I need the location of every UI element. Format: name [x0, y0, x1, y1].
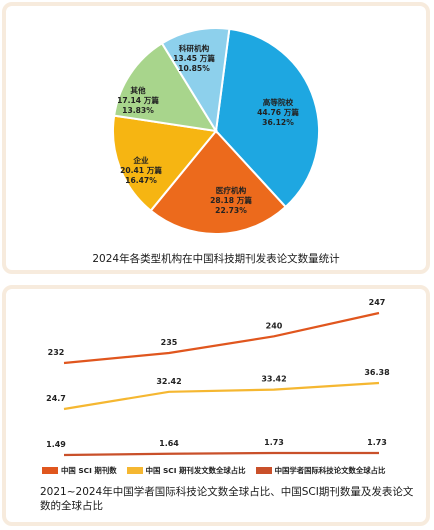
pie-slice [112, 114, 218, 213]
data-label: 32.42 [156, 377, 181, 386]
data-label: 24.7 [46, 394, 66, 403]
data-label: 36.38 [364, 368, 390, 377]
data-label: 1.49 [46, 440, 66, 449]
pie-slice [214, 27, 320, 209]
pie-slice [113, 41, 218, 133]
line-chart-panel: 232 235 240 247 24.7 32.42 33.42 36.38 1.49 1.64 1… [2, 285, 430, 526]
pie-slice-name: 高等院校 [262, 98, 294, 107]
pie-chart-panel: 高等院校 44.76 万篇 36.12% 医疗机构 28.18 万篇 22.73% 企业 20… [2, 2, 430, 274]
legend-item: 中国 SCI 期刊发文数全球占比 [126, 465, 246, 476]
pie-slice [160, 27, 231, 134]
pie-slice-percent: 13.83% [122, 106, 154, 115]
pie-slice-percent: 36.12% [262, 118, 294, 127]
data-label: 240 [266, 321, 283, 330]
line-chart: 232 235 240 247 24.7 32.42 33.42 36.38 1.49 1.64 1… [46, 298, 390, 457]
series-line [63, 451, 379, 457]
legend-swatch [255, 467, 272, 474]
pie-slice-label: 科研机构 13.45 万篇 10.85% [173, 44, 215, 74]
data-label: 235 [161, 338, 178, 347]
legend-swatch [126, 467, 143, 474]
pie-chart [112, 27, 320, 235]
legend-item: 中国 SCI 期刊数 [42, 465, 117, 476]
legend-swatch [42, 467, 58, 474]
line-chart-legend: 中国 SCI 期刊数 中国 SCI 期刊发文数全球占比 中国学者国际科技论文数全球占… [42, 465, 385, 476]
pie-slice-value-label: 13.45 万篇 [173, 54, 215, 63]
data-label: 33.42 [261, 375, 286, 384]
pie-slice-name: 医疗机构 [215, 186, 247, 195]
pie-slice-value-label: 17.14 万篇 [117, 96, 159, 105]
series-line [63, 381, 380, 411]
pie-slice-percent: 16.47% [125, 176, 157, 185]
data-label: 1.73 [367, 438, 387, 447]
pie-slice-percent: 10.85% [178, 64, 210, 73]
legend-item: 中国学者国际科技论文数全球占比 [255, 465, 386, 476]
data-label: 232 [48, 348, 65, 357]
pie-slice-value-label: 20.41 万篇 [120, 166, 162, 175]
pie-chart-title: 2024年各类型机构在中国科技期刊发表论文数量统计 [92, 253, 340, 265]
pie-slice-name: 其他 [130, 86, 146, 95]
legend-label: 中国 SCI 期刊数 [61, 466, 117, 475]
pie-slice-value-label: 28.18 万篇 [210, 196, 252, 205]
pie-slice-value-label: 44.76 万篇 [257, 108, 299, 117]
data-label: 247 [369, 298, 386, 307]
legend-label: 中国 SCI 期刊发文数全球占比 [145, 466, 246, 475]
series-line [63, 311, 380, 365]
data-label: 1.73 [264, 438, 284, 447]
pie-slice-label: 其他 17.14 万篇 13.83% [117, 86, 159, 116]
pie-slice-percent: 22.73% [215, 206, 247, 215]
line-chart-title: 2021~2024年中国学者国际科技论文数全球占比、中国SCI期刊数量及发表论文… [40, 486, 414, 512]
pie-slice [149, 129, 288, 235]
pie-slice-name: 科研机构 [178, 44, 210, 53]
data-label: 1.64 [159, 439, 179, 448]
pie-slice-label: 高等院校 44.76 万篇 36.12% [257, 98, 299, 128]
pie-slice-label: 医疗机构 28.18 万篇 22.73% [210, 186, 252, 216]
pie-slice-name: 企业 [133, 156, 149, 165]
legend-label: 中国学者国际科技论文数全球占比 [274, 466, 386, 475]
pie-slice-label: 企业 20.41 万篇 16.47% [120, 156, 162, 186]
